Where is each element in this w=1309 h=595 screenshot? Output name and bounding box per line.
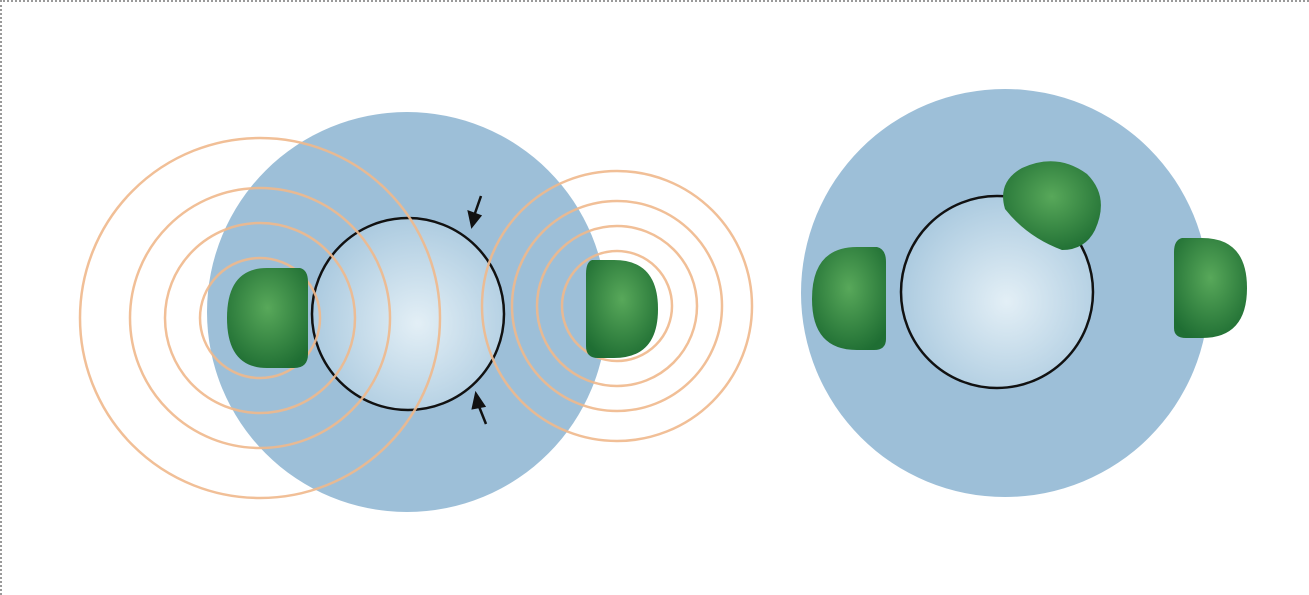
ring bbox=[510, 199, 724, 413]
ring bbox=[78, 136, 442, 500]
blob-right bbox=[1174, 238, 1247, 338]
inner-sphere bbox=[899, 194, 1095, 390]
ring bbox=[128, 186, 392, 450]
wave-rings-right bbox=[480, 169, 754, 443]
ring bbox=[198, 256, 322, 380]
blob-right bbox=[586, 260, 658, 358]
ring bbox=[480, 169, 754, 443]
blob-top bbox=[1003, 161, 1101, 250]
right-panel bbox=[801, 89, 1247, 497]
ring bbox=[560, 249, 674, 363]
ring bbox=[535, 224, 699, 388]
arrow-top bbox=[467, 195, 483, 229]
arrow-bottom bbox=[471, 390, 488, 425]
left-panel bbox=[78, 112, 754, 512]
ring bbox=[163, 221, 357, 415]
wave-rings-left bbox=[78, 136, 442, 500]
blob-left bbox=[227, 268, 308, 368]
blob-left bbox=[812, 247, 886, 350]
inner-sphere bbox=[310, 216, 506, 412]
